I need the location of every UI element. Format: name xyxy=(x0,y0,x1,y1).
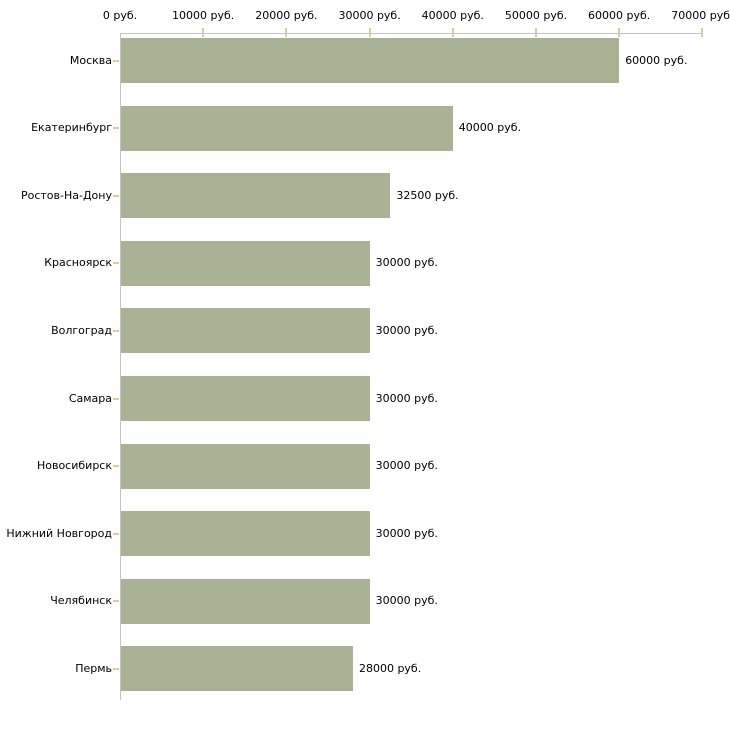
category-label: Екатеринбург xyxy=(31,121,112,135)
bar-3 xyxy=(121,173,391,219)
category-label: Новосибирск xyxy=(36,459,112,473)
x-axis-tick-label: 10000 руб. xyxy=(172,9,235,22)
category-label: Нижний Новгород xyxy=(6,526,112,540)
y-axis-tick-mark xyxy=(113,465,119,468)
x-axis-tick-mark xyxy=(202,28,205,37)
bar-9 xyxy=(121,578,370,624)
x-axis-tick-mark xyxy=(618,28,621,37)
y-axis-tick-mark xyxy=(113,262,119,265)
x-axis-tick-label: 60000 руб. xyxy=(588,9,651,22)
x-axis-tick-label: 70000 руб. xyxy=(671,9,730,22)
bar-6 xyxy=(121,376,370,421)
value-label: 30000 руб. xyxy=(375,323,438,337)
value-label: 30000 руб. xyxy=(375,256,438,270)
bar-5 xyxy=(121,308,370,354)
x-axis-tick-mark xyxy=(285,28,288,37)
y-axis-tick-mark xyxy=(113,329,119,332)
x-axis-tick-mark xyxy=(701,28,704,37)
x-axis-tick-mark xyxy=(451,28,454,37)
x-axis-tick-label: 30000 руб. xyxy=(338,9,401,22)
x-axis-line xyxy=(120,33,704,34)
bar-4 xyxy=(121,240,370,286)
value-label: 28000 руб. xyxy=(358,661,422,675)
y-axis-tick-mark xyxy=(113,194,119,197)
y-axis-tick-mark xyxy=(113,667,119,670)
x-axis-tick-mark xyxy=(535,28,537,37)
category-label: Москва xyxy=(69,53,112,67)
bar-7 xyxy=(121,443,370,489)
x-axis-tick-label: 50000 руб. xyxy=(504,9,568,22)
value-label: 30000 руб. xyxy=(375,391,438,405)
y-axis-tick-mark xyxy=(113,59,119,62)
value-label: 32500 руб. xyxy=(396,188,459,202)
x-axis-tick-mark xyxy=(368,28,371,37)
category-label: Волгоград xyxy=(51,323,112,337)
bar-8 xyxy=(121,511,370,557)
y-axis-tick-mark xyxy=(113,397,119,400)
category-label: Красноярск xyxy=(44,256,112,270)
category-label: Пермь xyxy=(75,661,112,675)
category-label: Самара xyxy=(68,391,112,405)
value-label: 30000 руб. xyxy=(375,526,438,540)
bar-10 xyxy=(121,646,353,692)
category-label: Ростов-На-Дону xyxy=(20,188,112,202)
value-label: 60000 руб. xyxy=(625,53,688,67)
category-label: Челябинск xyxy=(50,594,112,608)
value-label: 40000 руб. xyxy=(458,121,522,135)
value-label: 30000 руб. xyxy=(375,594,438,608)
y-axis-tick-mark xyxy=(113,532,119,535)
y-axis-line xyxy=(120,33,121,700)
bar-2 xyxy=(121,105,453,151)
y-axis-tick-mark xyxy=(113,600,119,603)
x-axis-tick-label: 20000 руб. xyxy=(255,9,318,22)
bar-1 xyxy=(121,38,620,83)
value-label: 30000 руб. xyxy=(375,459,438,473)
x-axis-tick-label: 0 руб. xyxy=(102,9,138,22)
x-axis-tick-label: 40000 руб. xyxy=(421,9,484,22)
y-axis-tick-mark xyxy=(113,127,119,130)
